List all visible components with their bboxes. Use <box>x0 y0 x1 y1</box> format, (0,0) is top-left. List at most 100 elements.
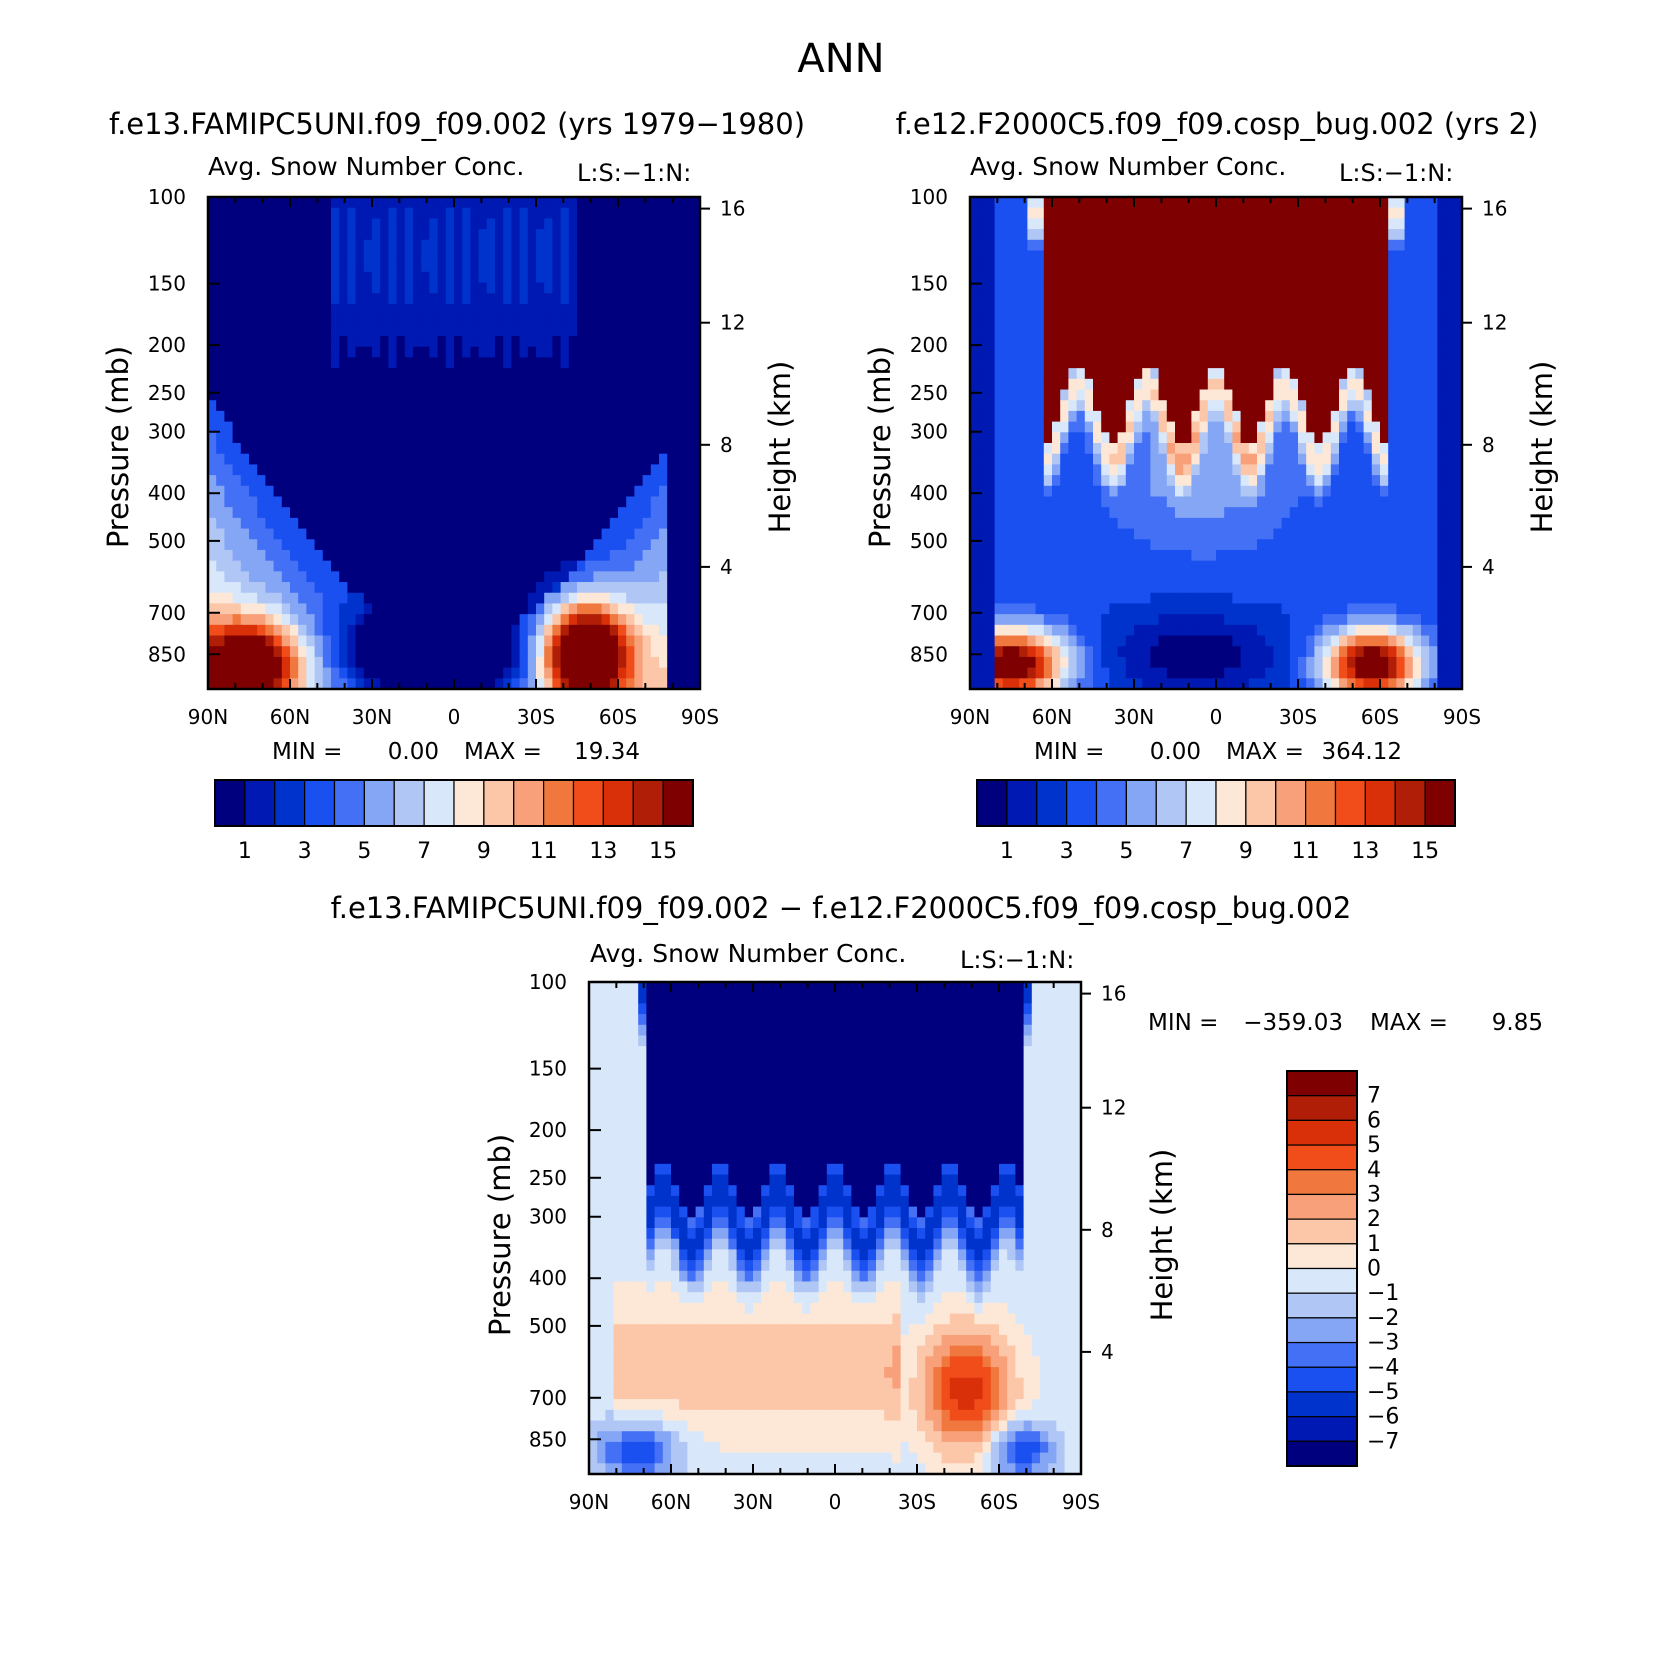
contour-cell <box>396 549 406 562</box>
contour-cell <box>396 378 406 391</box>
contour-cell <box>470 485 480 498</box>
contour-cell <box>1101 624 1110 637</box>
contour-cell <box>1093 656 1102 669</box>
contour-cell <box>306 432 316 444</box>
contour-cell <box>1084 453 1094 465</box>
contour-cell <box>1240 560 1250 572</box>
contour-cell <box>1084 410 1094 423</box>
contour-cell <box>1142 667 1151 679</box>
contour-cell <box>1084 539 1094 551</box>
contour-cell <box>593 432 603 444</box>
contour-cell <box>339 261 348 273</box>
contour-cell <box>396 303 406 316</box>
contour-cell <box>691 346 701 359</box>
contour-cell <box>1134 496 1143 508</box>
contour-cell <box>363 464 373 476</box>
contour-cell <box>396 453 406 465</box>
contour-cell <box>454 656 463 669</box>
contour-cell <box>609 197 619 209</box>
contour-cell <box>372 239 381 252</box>
contour-cell <box>1248 453 1258 465</box>
contour-cell <box>462 239 471 252</box>
contour-cell <box>462 271 471 284</box>
contour-cell <box>1093 453 1102 465</box>
contour-cell <box>642 197 652 209</box>
contour-cell <box>1158 656 1168 669</box>
contour-cell <box>1060 592 1069 605</box>
contour-cell <box>355 314 365 326</box>
contour-cell <box>495 475 504 487</box>
contour-cell <box>1027 582 1037 594</box>
contour-cell <box>503 410 512 423</box>
contour-cell <box>560 250 570 262</box>
contour-cell <box>642 485 652 498</box>
contour-cell <box>1068 229 1078 241</box>
contour-cell <box>404 592 414 605</box>
contour-cell <box>1002 475 1012 487</box>
contour-cell <box>609 229 619 241</box>
contour-cell <box>1330 389 1340 401</box>
contour-cell <box>314 389 324 401</box>
contour-cell <box>675 592 685 605</box>
contour-cell <box>1150 528 1160 540</box>
contour-cell <box>544 528 553 540</box>
contour-cell <box>1224 667 1233 679</box>
contour-cell <box>986 507 996 519</box>
contour-cell <box>1199 218 1209 230</box>
contour-cell <box>1232 250 1242 262</box>
contour-cell <box>1093 271 1102 284</box>
contour-cell <box>216 528 225 540</box>
contour-cell <box>970 389 979 401</box>
contour-cell <box>216 389 225 401</box>
contour-cell <box>388 314 398 326</box>
contour-cell <box>1216 197 1225 209</box>
contour-cell <box>511 443 521 455</box>
contour-cell <box>667 528 676 540</box>
contour-cell <box>691 432 701 444</box>
contour-cell <box>618 496 627 508</box>
contour-cell <box>1306 635 1315 647</box>
contour-cell <box>642 549 652 562</box>
contour-cell <box>994 443 1004 455</box>
contour-cell <box>609 528 619 540</box>
contour-cell <box>1052 271 1061 284</box>
contour-cell <box>978 271 987 284</box>
contour-cell <box>478 485 488 498</box>
contour-cell <box>363 592 373 605</box>
contour-cell <box>232 517 242 530</box>
contour-cell <box>1043 250 1053 262</box>
contour-cell <box>339 614 348 626</box>
contour-cell <box>511 400 521 412</box>
contour-cell <box>232 624 242 637</box>
contour-cell <box>281 517 291 530</box>
contour-cell <box>994 507 1004 519</box>
contour-cell <box>1257 517 1266 530</box>
contour-cell <box>593 421 603 433</box>
contour-cell <box>396 539 406 551</box>
contour-cell <box>1019 678 1028 690</box>
contour-cell <box>609 293 619 305</box>
contour-cell <box>208 303 217 316</box>
contour-cell <box>1314 271 1324 284</box>
contour-cell <box>339 635 348 647</box>
contour-cell <box>314 582 324 594</box>
contour-cell <box>1191 571 1201 583</box>
contour-cell <box>331 571 340 583</box>
contour-cell <box>470 261 480 273</box>
contour-cell <box>495 293 504 305</box>
contour-cell <box>1052 560 1061 572</box>
contour-cell <box>634 378 644 391</box>
contour-cell <box>585 346 594 359</box>
contour-cell <box>1273 443 1283 455</box>
contour-cell <box>1035 271 1045 284</box>
contour-cell <box>609 239 619 252</box>
contour-cell <box>314 336 324 348</box>
contour-cell <box>322 282 332 294</box>
contour-cell <box>503 646 512 658</box>
contour-cell <box>355 197 365 209</box>
contour-cell <box>454 282 463 294</box>
contour-cell <box>519 517 529 530</box>
contour-cell <box>1125 603 1135 615</box>
contour-cell <box>380 560 389 572</box>
contour-cell <box>216 667 225 679</box>
